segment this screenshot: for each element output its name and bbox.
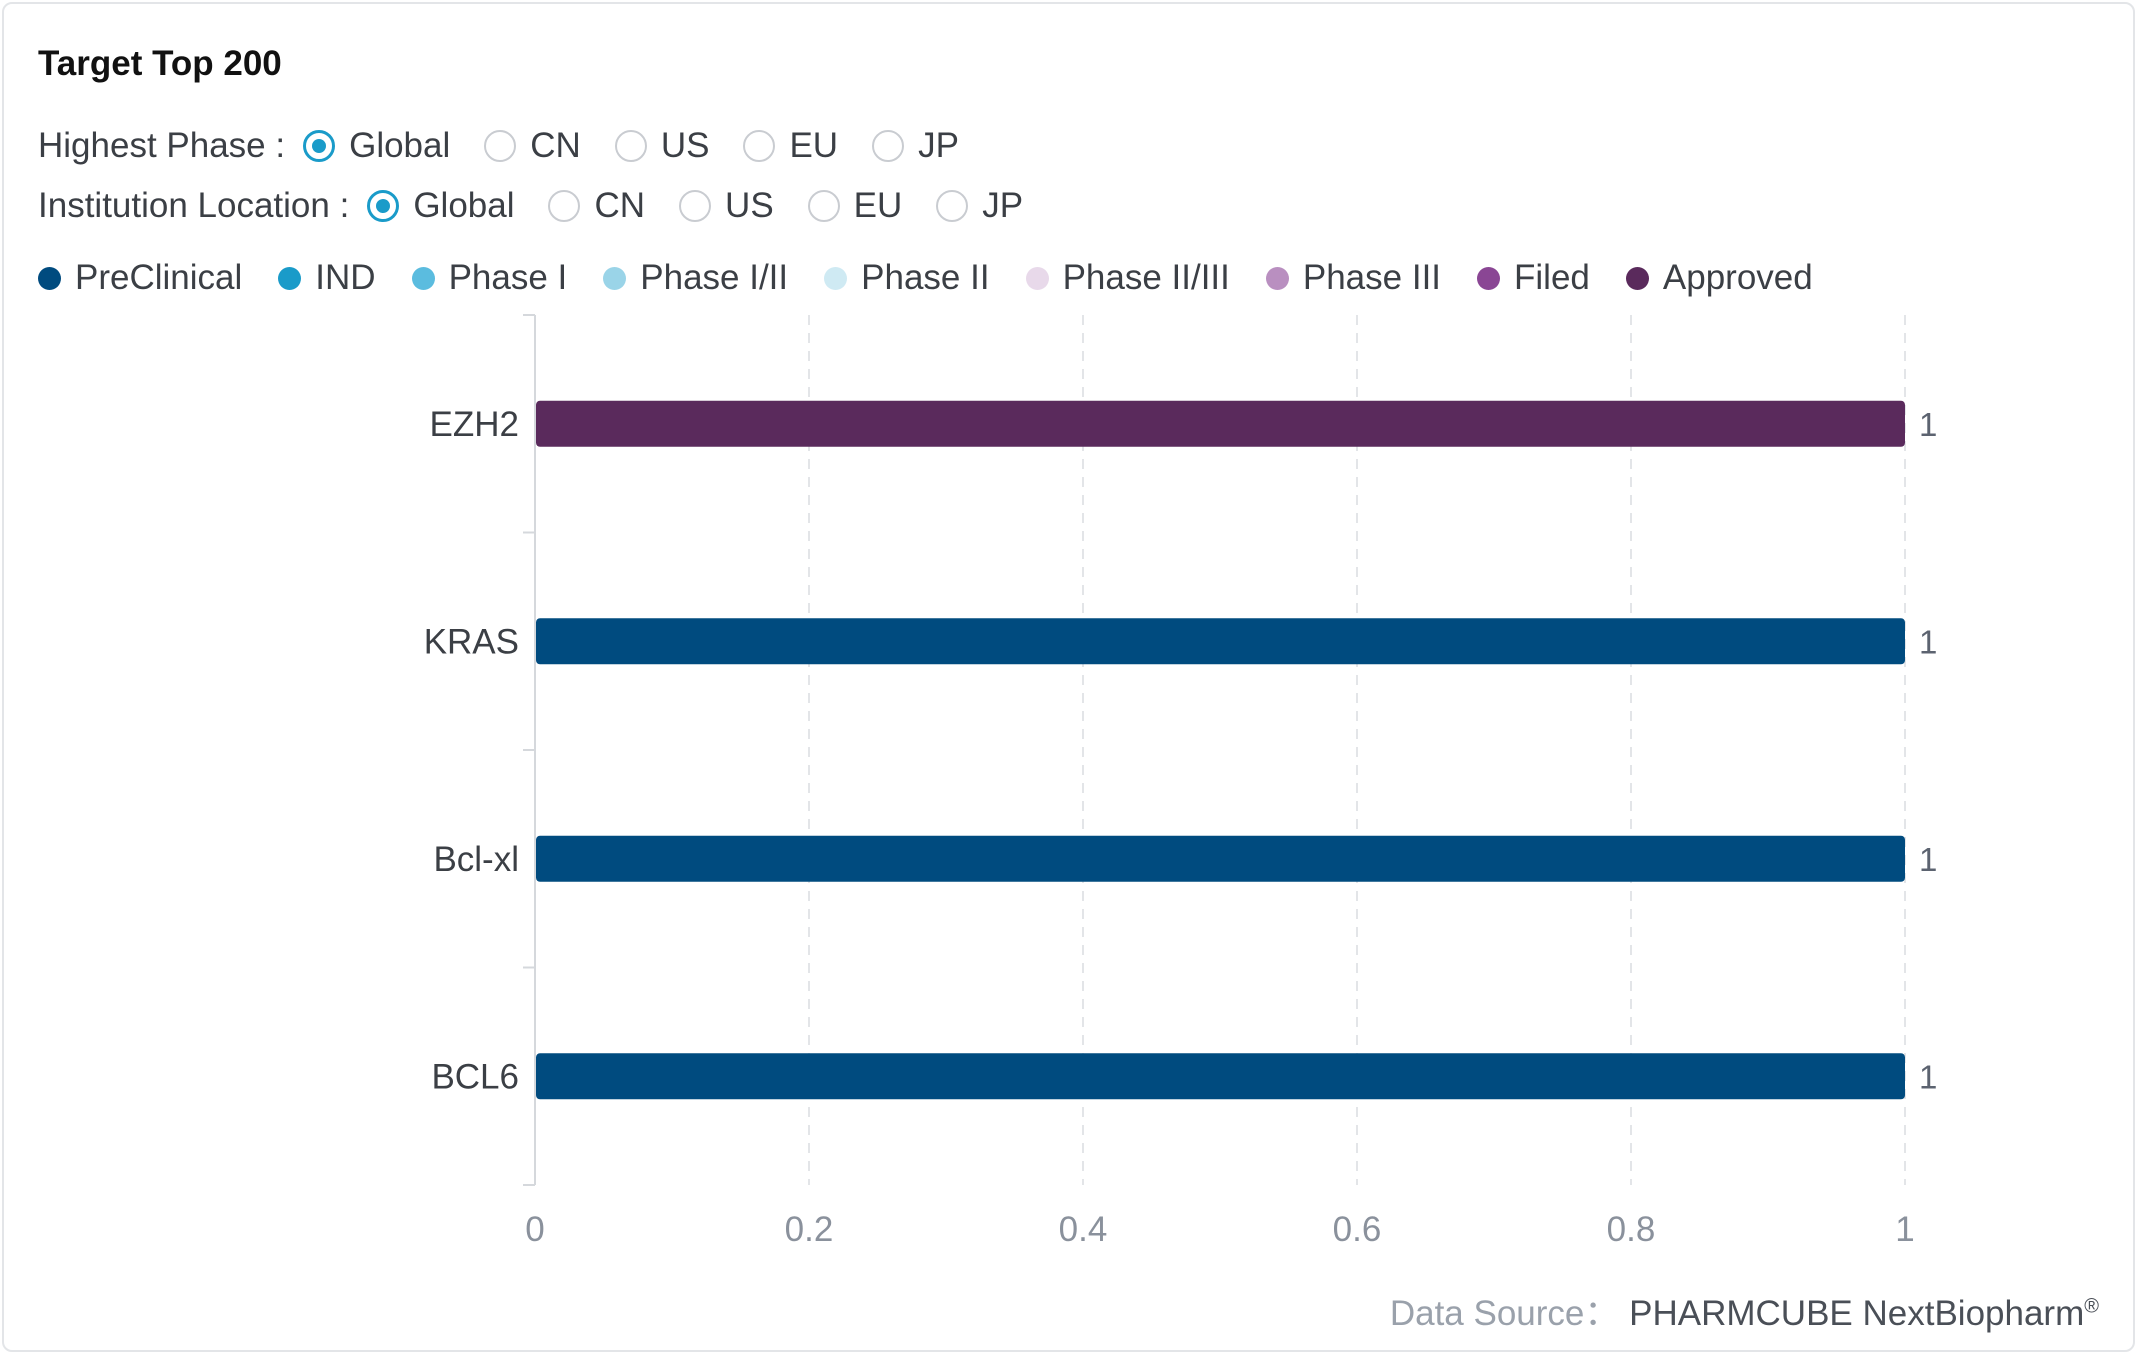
legend-label: IND xyxy=(315,258,376,297)
y-category-label: KRAS xyxy=(424,622,519,661)
institution-location-option-cn[interactable]: CN xyxy=(548,186,645,226)
highest-phase-option-label: CN xyxy=(530,126,581,165)
x-tick-label: 0.8 xyxy=(1607,1210,1656,1249)
chart-legend: PreClinical IND Phase I Phase I/II Phase II P… xyxy=(38,258,1849,298)
legend-item[interactable]: Phase III xyxy=(1265,258,1442,298)
institution-location-option-label: EU xyxy=(853,186,903,225)
highest-phase-option-jp[interactable]: JP xyxy=(872,126,959,166)
highest-phase-option-us[interactable]: US xyxy=(614,126,710,166)
radio-icon[interactable] xyxy=(679,190,712,222)
legend-item[interactable]: PreClinical xyxy=(38,258,242,298)
y-category-label: Bcl-xl xyxy=(433,840,519,879)
institution-location-option-eu[interactable]: EU xyxy=(807,186,903,226)
data-source-label: Data Source： xyxy=(1389,1294,1620,1333)
legend-dot-icon xyxy=(1477,266,1501,290)
legend-dot-icon xyxy=(1625,266,1649,290)
radio-icon[interactable] xyxy=(367,190,400,222)
bar-bcl6[interactable] xyxy=(536,1053,1905,1100)
institution-location-option-jp[interactable]: JP xyxy=(936,186,1023,226)
bar-value-label: 1 xyxy=(1919,841,1937,878)
institution-location-filter: Institution Location : Global CN US EU JP xyxy=(38,186,1057,226)
radio-icon[interactable] xyxy=(872,130,905,162)
institution-location-option-label: US xyxy=(725,186,774,225)
legend-dot-icon xyxy=(1025,266,1049,290)
legend-label: Phase I xyxy=(448,258,568,297)
bar-kras[interactable] xyxy=(536,618,1905,665)
legend-dot-icon xyxy=(824,266,848,290)
bar-ezh2[interactable] xyxy=(536,400,1905,447)
radio-icon[interactable] xyxy=(303,130,336,162)
institution-location-option-label: Global xyxy=(413,186,515,225)
legend-item[interactable]: Filed xyxy=(1477,258,1590,298)
x-tick-label: 0.2 xyxy=(785,1210,834,1249)
bar-value-label: 1 xyxy=(1919,623,1937,660)
legend-item[interactable]: IND xyxy=(278,258,376,298)
legend-label: Filed xyxy=(1514,258,1590,297)
legend-item[interactable]: Approved xyxy=(1625,258,1813,298)
radio-icon[interactable] xyxy=(807,190,840,222)
bar-bcl-xl[interactable] xyxy=(536,835,1905,882)
y-category-label: EZH2 xyxy=(430,405,519,444)
highest-phase-option-eu[interactable]: EU xyxy=(743,126,838,166)
legend-item[interactable]: Phase I/II xyxy=(603,258,788,298)
bar-chart: 0 0.2 0.4 0.6 0.8 1 EZH2 1 KRAS 1 Bcl-xl 1 BCL6 1 xyxy=(424,314,1937,1249)
institution-location-option-us[interactable]: US xyxy=(679,186,774,226)
radio-icon[interactable] xyxy=(614,130,647,162)
legend-item[interactable]: Phase II xyxy=(824,258,990,298)
legend-label: Phase II/III xyxy=(1062,258,1230,297)
x-tick-label: 0 xyxy=(525,1210,544,1249)
legend-label: Phase III xyxy=(1302,258,1442,297)
legend-label: Approved xyxy=(1662,258,1813,297)
highest-phase-label: Highest Phase : xyxy=(38,126,286,165)
highest-phase-option-label: EU xyxy=(789,126,839,165)
institution-location-option-global[interactable]: Global xyxy=(367,186,514,226)
registered-mark: ® xyxy=(2084,1295,2099,1318)
chart-title: Target Top 200 xyxy=(38,44,282,83)
institution-location-label: Institution Location : xyxy=(38,186,350,225)
highest-phase-option-cn[interactable]: CN xyxy=(484,126,581,166)
highest-phase-option-label: US xyxy=(660,126,710,165)
legend-dot-icon xyxy=(278,266,302,290)
legend-dot-icon xyxy=(38,266,61,290)
institution-location-option-label: JP xyxy=(982,186,1024,225)
legend-dot-icon xyxy=(1265,266,1289,290)
legend-label: Phase II xyxy=(861,258,990,297)
legend-label: PreClinical xyxy=(75,258,243,297)
highest-phase-option-label: Global xyxy=(349,126,451,165)
highest-phase-filter: Highest Phase : Global CN US EU JP xyxy=(38,126,993,166)
x-tick-label: 1 xyxy=(1895,1210,1914,1249)
legend-label: Phase I/II xyxy=(640,258,789,297)
data-source-value: PHARMCUBE NextBiopharm xyxy=(1629,1294,2085,1333)
legend-dot-icon xyxy=(411,266,435,290)
x-tick-label: 0.4 xyxy=(1059,1210,1108,1249)
y-category-label: BCL6 xyxy=(431,1057,519,1096)
institution-location-option-label: CN xyxy=(594,186,646,225)
legend-item[interactable]: Phase I xyxy=(411,258,568,298)
bar-value-label: 1 xyxy=(1919,1058,1937,1095)
data-source: Data Source： PHARMCUBE NextBiopharm® xyxy=(1390,1285,2099,1336)
radio-icon[interactable] xyxy=(548,190,581,222)
radio-icon[interactable] xyxy=(743,130,776,162)
x-tick-label: 0.6 xyxy=(1333,1210,1382,1249)
radio-icon[interactable] xyxy=(484,130,517,162)
bar-value-label: 1 xyxy=(1919,406,1937,443)
legend-dot-icon xyxy=(603,266,627,290)
highest-phase-option-label: JP xyxy=(918,126,959,165)
highest-phase-option-global[interactable]: Global xyxy=(303,126,450,166)
radio-icon[interactable] xyxy=(936,190,969,222)
legend-item[interactable]: Phase II/III xyxy=(1025,258,1230,298)
